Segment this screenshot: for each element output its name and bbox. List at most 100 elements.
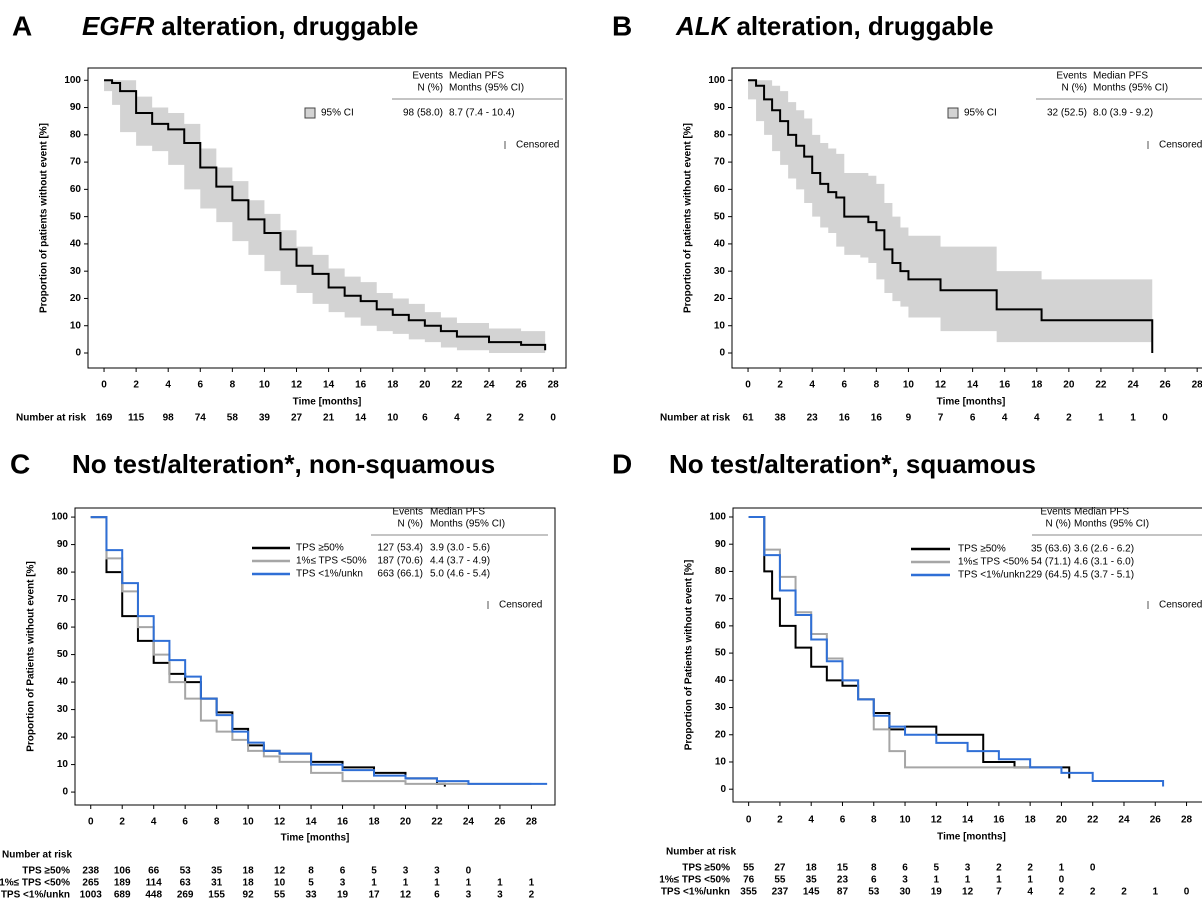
risk-value: 114 [146, 878, 163, 889]
table-header: Events [1056, 71, 1087, 82]
y-tick-label: 70 [714, 157, 726, 168]
y-tick-label: 100 [64, 75, 81, 86]
table-header: Months (95% CI) [449, 83, 524, 94]
risk-value: 169 [96, 413, 113, 424]
risk-value: 3 [340, 878, 346, 889]
risk-value: 1 [1130, 413, 1136, 424]
risk-value: 38 [775, 413, 787, 424]
risk-value: 115 [128, 413, 145, 424]
x-tick-label: 24 [1127, 380, 1139, 391]
x-tick-label: 20 [1063, 380, 1075, 391]
risk-value: 15 [837, 863, 849, 874]
y-tick-label: 90 [70, 102, 82, 113]
y-tick-label: 70 [70, 157, 82, 168]
x-tick-label: 14 [323, 380, 335, 391]
x-tick-label: 8 [214, 817, 220, 828]
x-tick-label: 18 [1025, 815, 1037, 826]
risk-value: 87 [837, 887, 849, 898]
risk-value: 1 [529, 878, 535, 889]
risk-value: 189 [114, 878, 131, 889]
censored-legend-label: Censored [516, 140, 559, 151]
x-tick-label: 8 [874, 380, 880, 391]
legend-label: 1%≤ TPS <50% [296, 556, 367, 567]
risk-value: 35 [211, 866, 223, 877]
events: 127 (53.4) [377, 543, 423, 554]
x-tick-label: 0 [101, 380, 107, 391]
y-tick-label: 60 [715, 621, 727, 632]
x-tick-label: 16 [999, 380, 1011, 391]
risk-value: 55 [274, 890, 286, 898]
risk-value: 6 [340, 866, 346, 877]
y-tick-label: 100 [51, 512, 68, 523]
risk-value: 17 [368, 890, 380, 898]
risk-value: 14 [355, 413, 367, 424]
risk-value: 4 [1002, 413, 1008, 424]
panel: A EGFR alteration, druggable01020304050607… [12, 10, 567, 424]
x-tick-label: 18 [1031, 380, 1043, 391]
risk-title: Number at risk [2, 850, 72, 861]
risk-value: 0 [1162, 413, 1168, 424]
y-tick-label: 10 [714, 320, 726, 331]
y-axis-label: Proportion of patients without event [%] [39, 123, 50, 313]
risk-value: 1003 [80, 890, 103, 898]
x-tick-label: 20 [419, 380, 431, 391]
y-tick-label: 60 [70, 184, 82, 195]
table-header: Months (95% CI) [430, 519, 505, 530]
risk-value: 12 [274, 866, 286, 877]
risk-value: 269 [177, 890, 194, 898]
risk-value: 39 [259, 413, 271, 424]
x-tick-label: 22 [1087, 815, 1099, 826]
risk-value: 76 [743, 875, 755, 886]
table-header: Events [412, 71, 443, 82]
x-tick-label: 26 [1160, 380, 1172, 391]
x-tick-label: 22 [451, 380, 463, 391]
risk-value: 4 [1034, 413, 1040, 424]
risk-value: 2 [996, 863, 1002, 874]
risk-value: 18 [243, 866, 255, 877]
x-tick-label: 6 [840, 815, 846, 826]
risk-value: 27 [774, 863, 786, 874]
ci-band [748, 80, 1153, 343]
km-curve [104, 79, 547, 351]
y-tick-label: 0 [719, 348, 725, 359]
risk-value: 1 [1098, 413, 1104, 424]
table-header: Median PFS [1093, 71, 1148, 82]
risk-value: 238 [82, 866, 99, 877]
title-text: No test/alteration*, non-squamous [72, 449, 495, 479]
ci-legend-swatch [947, 107, 959, 119]
risk-value: 63 [180, 878, 192, 889]
risk-value: 448 [145, 890, 162, 898]
x-tick-label: 12 [931, 815, 943, 826]
plot-frame [731, 67, 1202, 369]
y-tick-label: 90 [715, 539, 727, 550]
risk-value: 19 [931, 887, 943, 898]
y-tick-label: 50 [714, 211, 726, 222]
risk-value: 0 [550, 413, 556, 424]
y-tick-label: 30 [714, 266, 726, 277]
risk-value: 58 [227, 413, 239, 424]
table-header: Events [1040, 507, 1071, 518]
risk-value: 2 [518, 413, 524, 424]
y-tick-label: 100 [708, 75, 725, 86]
ci-legend-label: 95% CI [321, 108, 354, 119]
x-tick-label: 0 [745, 380, 751, 391]
risk-value: 35 [806, 875, 818, 886]
y-axis-label: Proportion of patients without event [%] [683, 123, 694, 313]
title-text: No test/alteration*, squamous [669, 449, 1036, 479]
y-tick-label: 90 [57, 539, 69, 550]
y-tick-label: 60 [57, 622, 69, 633]
x-tick-label: 20 [1056, 815, 1068, 826]
table-header: Median PFS [449, 71, 504, 82]
ci-legend-swatch [304, 107, 316, 119]
risk-value: 8 [871, 863, 877, 874]
risk-value: 12 [400, 890, 412, 898]
table-header: N (%) [397, 519, 423, 530]
x-tick-label: 16 [355, 380, 367, 391]
risk-title: Number at risk [666, 847, 736, 858]
panel-label: A [12, 10, 32, 41]
x-tick-label: 14 [306, 817, 318, 828]
panel-title: ALK alteration, druggable [675, 11, 994, 41]
risk-value: 3 [466, 890, 472, 898]
risk-row-label: TPS <1%/unkn [661, 887, 730, 898]
